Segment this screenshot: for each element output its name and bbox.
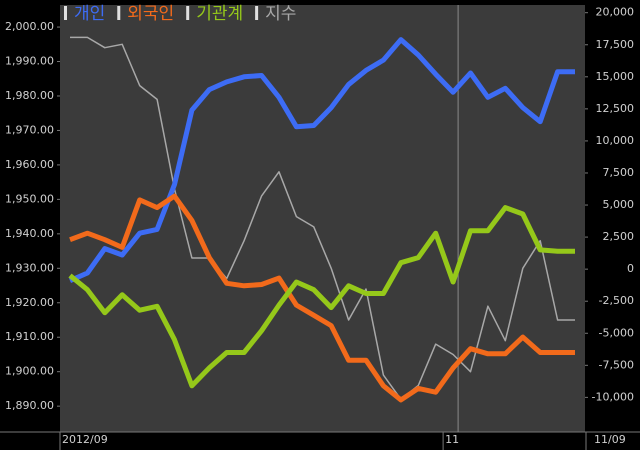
- y2-tick-label: -2,500: [599, 294, 634, 307]
- legend-marker: [186, 6, 190, 20]
- y2-tick-label: 2,500: [603, 230, 635, 243]
- y2-tick-label: 17,500: [596, 38, 635, 51]
- y2-tick-label: 7,500: [603, 166, 635, 179]
- y-tick-label: 1,900.00: [5, 365, 54, 378]
- y2-tick-label: 0: [627, 262, 634, 275]
- y-tick-label: 1,890.00: [5, 399, 54, 412]
- legend: 개인 외국인 기관계 지수: [64, 4, 296, 24]
- y2-tick-label: -7,500: [599, 358, 634, 371]
- legend-label: 기관계: [196, 4, 243, 24]
- y-tick-label: 1,940.00: [5, 227, 54, 240]
- legend-label: 외국인: [127, 4, 174, 24]
- y-tick-label: 1,920.00: [5, 296, 54, 309]
- y-tick-label: 1,960.00: [5, 158, 54, 171]
- legend-marker: [255, 6, 259, 20]
- series-line: [69, 193, 575, 403]
- y-tick-label: 1,990.00: [5, 55, 54, 68]
- y2-tick-label: -10,000: [592, 390, 634, 403]
- y2-tick-label: 5,000: [603, 198, 635, 211]
- y2-tick-label: 15,000: [596, 70, 635, 83]
- y2-tick-label: 12,500: [596, 102, 635, 115]
- legend-marker: [64, 6, 67, 20]
- x-tick-label: 2012/09: [62, 433, 108, 446]
- y-tick-label: 1,980.00: [5, 89, 54, 102]
- y-tick-label: 2,000.00: [5, 20, 54, 33]
- x-tick-label: 11: [445, 433, 459, 446]
- plot-area: [60, 5, 585, 432]
- last-date: 11/09: [594, 433, 626, 446]
- y-tick-label: 1,950.00: [5, 192, 54, 205]
- y-tick-label: 1,910.00: [5, 330, 54, 343]
- series-line: [68, 205, 575, 389]
- y2-tick-label: -5,000: [599, 326, 634, 339]
- legend-marker: [117, 6, 121, 20]
- y-tick-label: 1,930.00: [5, 261, 54, 274]
- legend-label: 지수: [265, 4, 296, 24]
- y2-tick-label: 10,000: [596, 134, 635, 147]
- y2-tick-label: 20,000: [596, 6, 635, 19]
- y-tick-label: 1,970.00: [5, 123, 54, 136]
- series-line: [68, 37, 575, 283]
- series-line: [70, 36, 575, 401]
- legend-label: 개인: [74, 4, 105, 24]
